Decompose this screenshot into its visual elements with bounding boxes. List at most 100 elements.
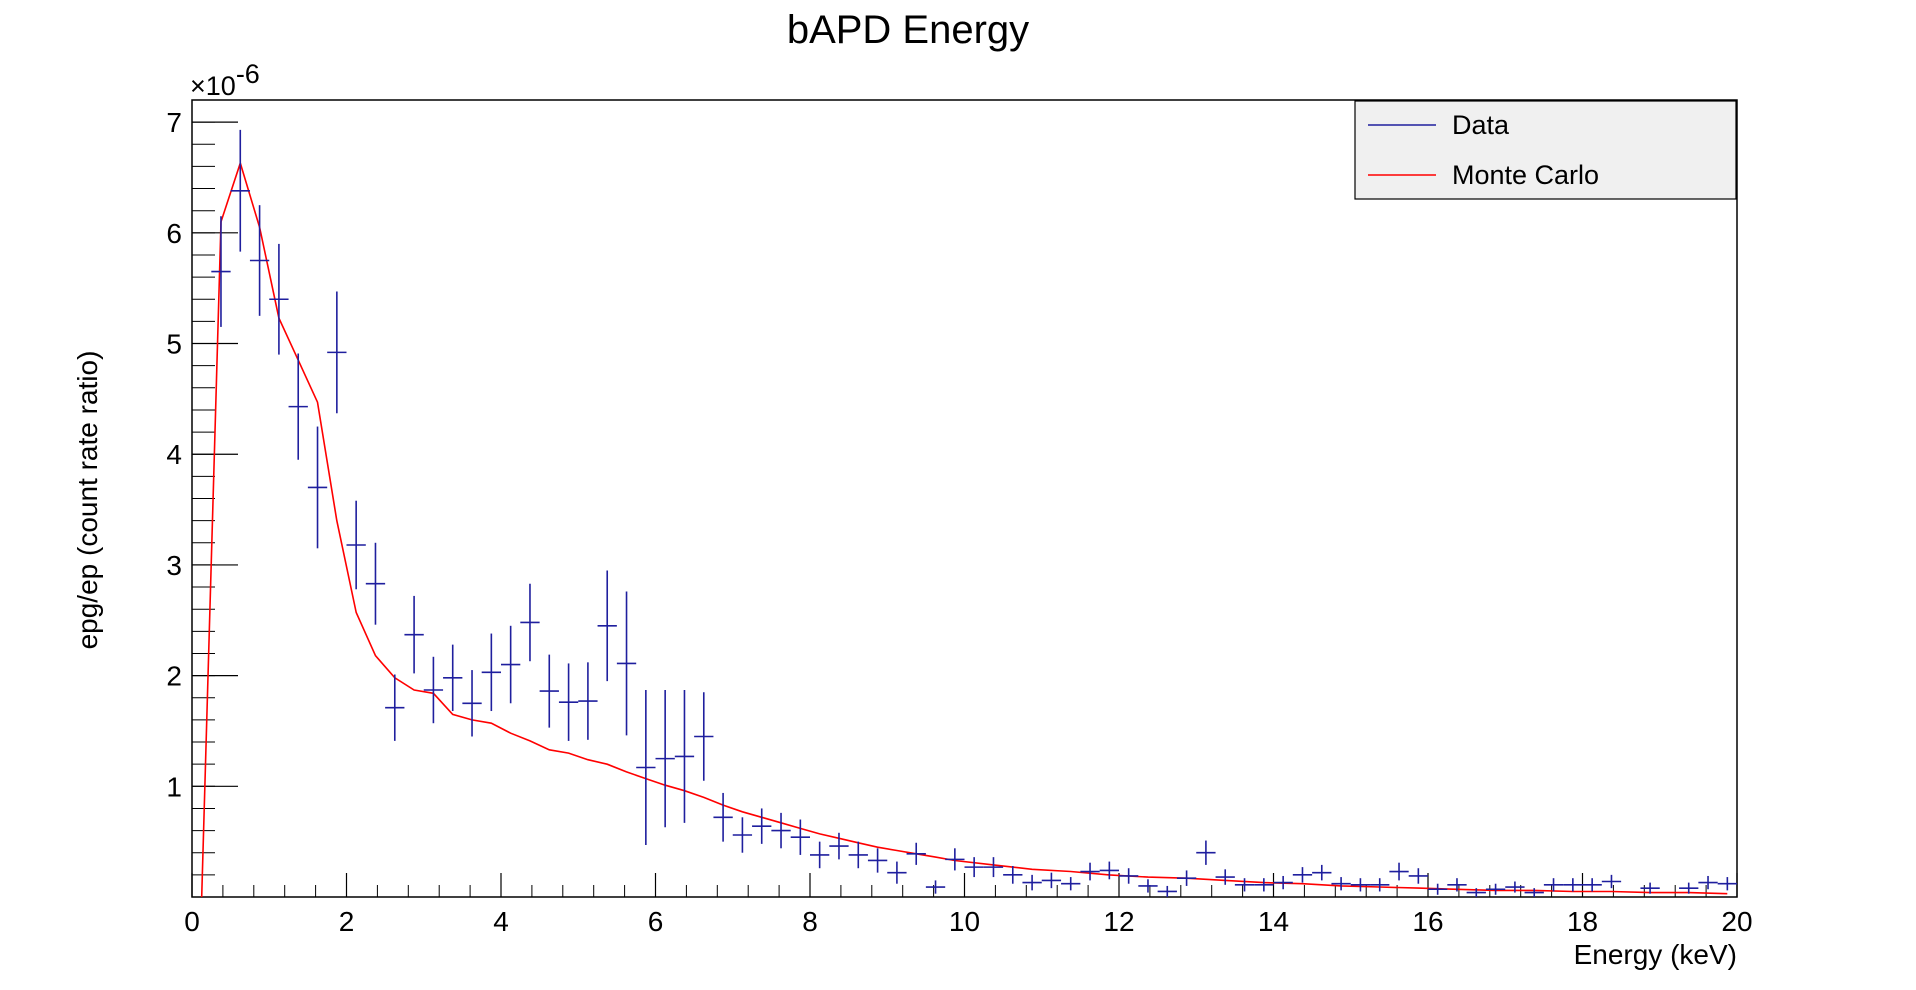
x-tick-label-8: 16 <box>1412 906 1443 937</box>
data-point-3 <box>269 243 289 355</box>
x-tick-label-3: 6 <box>648 906 664 937</box>
data-point-37 <box>925 880 946 894</box>
data-point-35 <box>887 861 907 884</box>
data-point-24 <box>674 690 695 823</box>
x-tick-label-9: 18 <box>1567 906 1598 937</box>
data-point-28 <box>752 808 772 844</box>
x-tick-label-1: 2 <box>339 906 355 937</box>
data-point-23 <box>655 690 675 828</box>
data-point-27 <box>732 817 753 853</box>
data-point-51 <box>1196 840 1216 865</box>
data-point-0 <box>211 216 231 327</box>
monte-carlo-series <box>200 160 1728 898</box>
y-tick-label-1: 2 <box>166 661 182 692</box>
data-point-30 <box>790 819 810 855</box>
x-tick-label-2: 4 <box>493 906 509 937</box>
data-point-9 <box>385 674 405 741</box>
data-point-38 <box>945 848 965 871</box>
data-point-4 <box>288 353 308 460</box>
data-point-25 <box>694 692 714 781</box>
x-tick-label-6: 12 <box>1103 906 1134 937</box>
data-point-73 <box>1640 882 1660 894</box>
data-point-2 <box>249 205 270 316</box>
data-point-16 <box>520 583 540 662</box>
data-point-63 <box>1428 883 1448 895</box>
data-point-22 <box>636 690 656 845</box>
data-point-31 <box>810 841 830 869</box>
data-point-45 <box>1080 862 1100 881</box>
y-axis-exponent: ×10-6 <box>190 59 260 101</box>
legend-data-label: Data <box>1452 110 1510 140</box>
data-point-53 <box>1234 878 1255 892</box>
data-point-65 <box>1466 888 1486 897</box>
data-point-56 <box>1292 867 1313 883</box>
data-series <box>211 129 1737 897</box>
data-point-49 <box>1157 885 1177 897</box>
y-tick-label-6: 7 <box>166 107 182 138</box>
data-point-50 <box>1176 870 1197 886</box>
data-point-10 <box>404 595 424 674</box>
data-point-68 <box>1524 888 1544 897</box>
data-point-60 <box>1370 878 1390 892</box>
data-point-76 <box>1717 877 1737 891</box>
y-tick-label-2: 3 <box>166 550 182 581</box>
data-point-74 <box>1679 882 1699 894</box>
data-point-61 <box>1389 862 1409 881</box>
data-point-17 <box>539 654 559 728</box>
data-point-72 <box>1601 874 1622 889</box>
data-point-1 <box>230 129 250 252</box>
x-tick-label-10: 20 <box>1721 906 1752 937</box>
data-point-11 <box>423 656 444 724</box>
data-point-52 <box>1215 869 1235 885</box>
data-point-19 <box>578 662 598 740</box>
legend: Data Monte Carlo <box>1354 100 1737 200</box>
legend-box <box>1354 100 1737 200</box>
y-tick-label-5: 6 <box>166 218 182 249</box>
data-point-54 <box>1254 878 1274 892</box>
x-tick-label-4: 8 <box>802 906 818 937</box>
data-point-48 <box>1138 879 1158 893</box>
data-point-64 <box>1447 878 1467 892</box>
data-point-21 <box>616 591 637 736</box>
data-point-75 <box>1698 875 1718 890</box>
y-axis-ticks: 1 2 3 4 5 6 7 <box>166 107 238 802</box>
data-point-66 <box>1485 883 1506 895</box>
data-point-57 <box>1312 864 1332 881</box>
data-point-15 <box>501 625 521 704</box>
data-point-58 <box>1331 877 1351 891</box>
data-point-55 <box>1273 875 1293 890</box>
data-point-43 <box>1041 872 1062 889</box>
data-point-33 <box>848 841 868 869</box>
x-axis-label: Energy (keV) <box>1574 939 1737 970</box>
data-point-5 <box>307 426 328 549</box>
data-point-14 <box>481 633 501 712</box>
data-point-67 <box>1505 881 1525 893</box>
data-point-42 <box>1022 874 1042 891</box>
data-point-59 <box>1350 878 1371 892</box>
x-tick-label-5: 10 <box>949 906 980 937</box>
data-point-13 <box>462 670 482 737</box>
y-axis-label: epg/ep (count rate ratio) <box>72 351 103 650</box>
chart-title: bAPD Energy <box>787 8 1029 52</box>
data-point-29 <box>771 812 791 849</box>
x-tick-label-0: 0 <box>184 906 200 937</box>
legend-monte-carlo-label: Monte Carlo <box>1452 160 1599 190</box>
data-point-47 <box>1119 868 1139 884</box>
monte-carlo-line <box>200 160 1728 898</box>
data-point-39 <box>964 857 984 878</box>
data-point-12 <box>443 644 463 712</box>
data-point-26 <box>713 792 733 842</box>
data-point-8 <box>365 542 386 625</box>
data-point-36 <box>906 842 926 865</box>
data-point-46 <box>1099 861 1119 880</box>
data-point-62 <box>1408 868 1428 884</box>
data-point-7 <box>346 500 366 590</box>
data-point-70 <box>1563 878 1583 892</box>
data-point-20 <box>597 570 617 682</box>
data-point-18 <box>558 663 579 741</box>
data-point-71 <box>1582 878 1602 892</box>
data-point-44 <box>1061 877 1081 891</box>
y-tick-label-4: 5 <box>166 329 182 360</box>
data-point-69 <box>1543 878 1564 892</box>
